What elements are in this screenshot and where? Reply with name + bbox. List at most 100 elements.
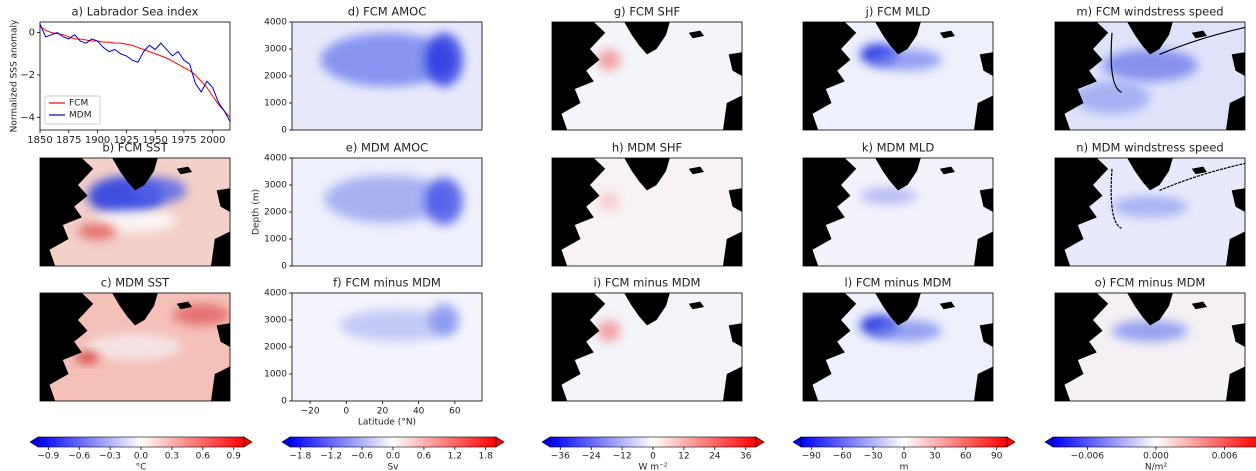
land <box>624 293 670 326</box>
field <box>39 292 231 402</box>
land <box>728 323 742 347</box>
land <box>1191 30 1207 39</box>
y-tick-label: 0 <box>281 397 287 407</box>
land <box>875 158 921 191</box>
series-line <box>39 25 231 118</box>
field-body <box>1055 22 1245 130</box>
panel-title: g) FCM SHF <box>614 5 680 19</box>
field-body <box>803 158 993 266</box>
field <box>802 21 994 131</box>
land <box>979 52 993 76</box>
legend-label: FCM <box>69 99 88 109</box>
land <box>1055 293 1109 401</box>
land <box>112 293 158 326</box>
field-blob <box>1102 48 1198 82</box>
field-blob <box>1112 320 1188 342</box>
panel-title: d) FCM AMOC <box>348 5 427 19</box>
field <box>291 292 483 402</box>
land <box>803 293 857 401</box>
land <box>40 293 94 401</box>
land <box>1191 166 1207 175</box>
field-body <box>40 293 230 401</box>
colorbar-tick-label: 0.0 <box>386 452 401 462</box>
land <box>1127 22 1173 55</box>
colorbar-extend <box>1006 436 1016 448</box>
colorbar-tick-label: 0.3 <box>165 452 179 462</box>
field <box>802 157 994 267</box>
y-tick-label: 4000 <box>264 154 287 164</box>
colorbar-tick-label: 1.2 <box>448 452 462 462</box>
y-tick-label: 0 <box>281 126 287 136</box>
land <box>979 323 993 347</box>
land <box>1055 22 1109 130</box>
frame <box>1054 292 1246 402</box>
y-axis-label: Depth (m) <box>252 189 262 235</box>
colorbar-label: W m⁻² <box>639 463 668 471</box>
field-blob <box>320 32 454 87</box>
field <box>1054 157 1246 267</box>
series-line <box>39 23 231 122</box>
land <box>723 231 742 266</box>
y-tick-label: −2 <box>20 70 35 81</box>
land <box>1231 323 1245 347</box>
field-blob <box>599 192 619 210</box>
land <box>979 188 993 212</box>
field-blob <box>428 303 460 337</box>
land <box>211 231 230 266</box>
panel-title: c) MDM SST <box>101 276 170 290</box>
field-blob <box>1112 195 1188 218</box>
land <box>723 95 742 130</box>
colorbar <box>289 436 497 448</box>
frame <box>551 157 743 267</box>
colorbar <box>549 436 757 448</box>
panel-title: k) MDM MLD <box>862 141 934 155</box>
x-tick-label: 1975 <box>171 135 196 146</box>
land <box>216 323 230 347</box>
colorbar-label: m <box>900 463 909 471</box>
land <box>176 301 192 310</box>
colorbar-tick-label: −24 <box>582 452 601 462</box>
field <box>291 21 483 131</box>
colorbar-tick-label: −0.006 <box>1071 452 1105 462</box>
land <box>875 293 921 326</box>
land <box>211 366 230 401</box>
panel-title: o) FCM minus MDM <box>1095 276 1206 290</box>
field-body <box>1055 293 1245 401</box>
colorbar <box>37 436 245 448</box>
field-body <box>292 158 482 266</box>
field-body <box>292 22 482 130</box>
frame <box>1054 21 1246 131</box>
x-tick-label: −20 <box>301 407 320 417</box>
colorbar-tick-label: −12 <box>613 452 632 462</box>
colorbar-tick-label: −36 <box>551 452 570 462</box>
colorbar-tick-label: −0.6 <box>68 452 90 462</box>
colorbar-extend <box>755 436 765 448</box>
colorbar-extend <box>29 436 39 448</box>
field-blob <box>339 309 454 342</box>
colorbar-tick-label: −1.8 <box>289 452 311 462</box>
land <box>176 166 192 175</box>
panel-title: l) FCM minus MDM <box>845 276 952 290</box>
y-tick-label: 3000 <box>264 316 287 326</box>
colorbar-tick-label: 0.0 <box>134 452 149 462</box>
x-tick-label: 1925 <box>114 135 139 146</box>
land <box>974 366 993 401</box>
panel-title: j) FCM MLD <box>865 5 931 19</box>
land <box>974 95 993 130</box>
colorbar <box>800 436 1008 448</box>
colorbar-tick-label: 0.000 <box>1143 452 1169 462</box>
land <box>1226 231 1245 266</box>
land <box>688 166 704 175</box>
field-body <box>552 22 742 130</box>
y-tick-label: 2000 <box>264 343 287 353</box>
field-body <box>552 158 742 266</box>
land <box>552 22 606 130</box>
colorbar-label: Sv <box>387 463 399 471</box>
land <box>728 52 742 76</box>
land <box>939 301 955 310</box>
x-tick-label: 1875 <box>56 135 81 146</box>
colorbar-label: °C <box>136 463 147 471</box>
x-tick-label: 20 <box>377 407 389 417</box>
